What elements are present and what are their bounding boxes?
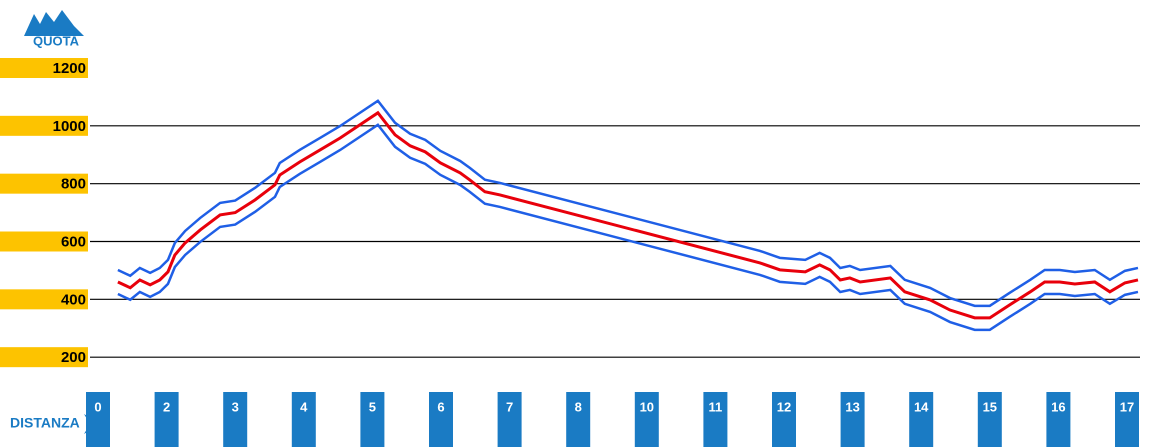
x-tick-label: 8 [575, 399, 582, 414]
x-tick-box [840, 392, 865, 447]
line-edge [117, 99, 1139, 308]
x-tick-label: 14 [914, 399, 929, 414]
x-tick-label: 10 [640, 399, 654, 414]
x-tick-box [703, 392, 728, 447]
x-tick-box [223, 392, 248, 447]
y-axis-label: QUOTA [33, 33, 80, 48]
x-tick-label: 5 [369, 399, 376, 414]
line [117, 110, 1139, 320]
line-edge [117, 123, 1139, 332]
x-tick-box [497, 392, 522, 447]
x-tick-label: 6 [437, 399, 444, 414]
y-tick-label: 1000 [53, 118, 86, 135]
x-tick-label: 4 [300, 399, 308, 414]
mountain-icon [24, 10, 84, 36]
y-tick-label: 800 [61, 176, 86, 193]
x-tick-label: 13 [845, 399, 859, 414]
y-tick-box [0, 347, 88, 368]
y-tick-box [0, 173, 88, 194]
y-tick-box [0, 115, 88, 136]
x-tick-label: 7 [506, 399, 513, 414]
x-tick-box [772, 392, 796, 447]
x-tick-box [977, 392, 1002, 447]
y-tick-label: 1200 [53, 60, 86, 77]
x-tick-label: 3 [232, 399, 239, 414]
x-tick-box [154, 392, 179, 447]
x-tick-label: 2 [163, 399, 170, 414]
x-tick-box [1046, 392, 1071, 447]
x-tick-label: 11 [709, 399, 723, 414]
y-tick-box [0, 289, 88, 310]
x-tick-box [634, 392, 659, 447]
y-tick-label: 600 [61, 233, 86, 250]
x-tick-box [909, 392, 934, 447]
y-tick-label: 200 [61, 349, 86, 366]
x-tick-box [1115, 392, 1139, 447]
x-tick-label: 16 [1051, 399, 1065, 414]
x-tick-box [566, 392, 591, 447]
y-tick-box [0, 231, 88, 252]
x-axis-label: DISTANZA [10, 415, 80, 431]
x-tick-label: 0 [94, 399, 101, 414]
y-tick-box [0, 58, 88, 78]
y-tick-label: 400 [61, 291, 86, 308]
x-tick-box [360, 392, 385, 447]
x-tick-box [291, 392, 316, 447]
x-tick-box [429, 392, 453, 447]
x-tick-box [86, 392, 110, 447]
x-tick-label: 17 [1120, 399, 1134, 414]
x-tick-label: 12 [777, 399, 791, 414]
x-tick-label: 15 [983, 399, 997, 414]
